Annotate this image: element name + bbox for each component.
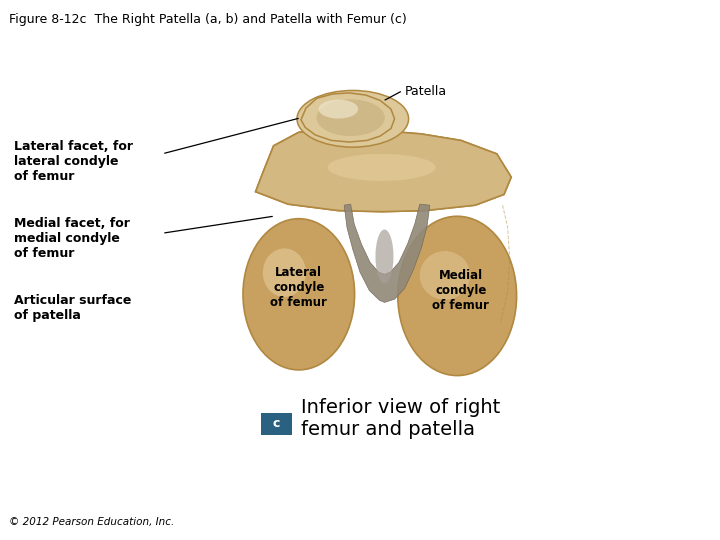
Ellipse shape [397,216,517,376]
Polygon shape [256,130,511,212]
Polygon shape [301,93,395,142]
Ellipse shape [317,99,384,136]
Text: Inferior view of right
femur and patella: Inferior view of right femur and patella [301,398,500,439]
Text: © 2012 Pearson Education, Inc.: © 2012 Pearson Education, Inc. [9,516,175,526]
Text: Articular surface
of patella: Articular surface of patella [14,294,132,322]
Text: Medial facet, for
medial condyle
of femur: Medial facet, for medial condyle of femu… [14,217,130,260]
Ellipse shape [376,230,394,284]
FancyBboxPatch shape [261,413,292,435]
Ellipse shape [243,219,355,370]
Text: Lateral facet, for
lateral condyle
of femur: Lateral facet, for lateral condyle of fe… [14,140,133,184]
Ellipse shape [263,248,306,297]
Text: Patella: Patella [405,85,447,98]
Ellipse shape [297,90,409,147]
Text: Medial
condyle
of femur: Medial condyle of femur [433,269,489,312]
Text: Figure 8-12c  The Right Patella (a, b) and Patella with Femur (c): Figure 8-12c The Right Patella (a, b) an… [9,14,407,26]
Ellipse shape [420,251,470,300]
Text: c: c [273,417,280,430]
Ellipse shape [328,154,436,181]
Text: Lateral
condyle
of femur: Lateral condyle of femur [271,266,327,309]
Ellipse shape [318,99,359,118]
Polygon shape [256,130,511,212]
Polygon shape [344,204,430,302]
